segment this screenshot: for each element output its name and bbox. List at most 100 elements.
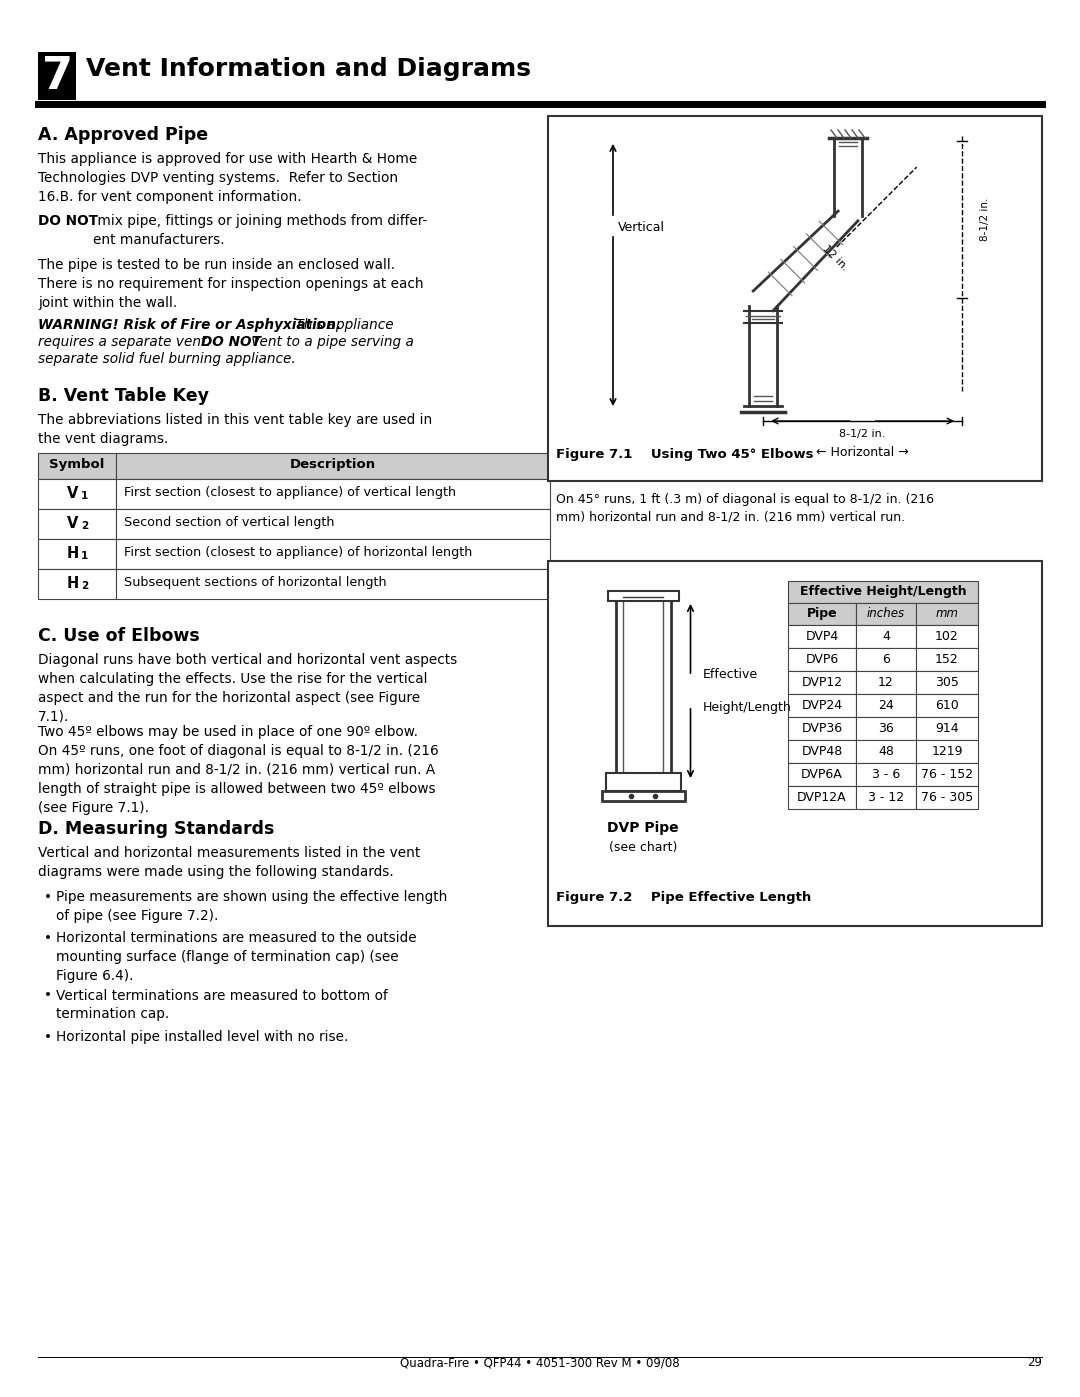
Bar [856, 740, 916, 763]
Text: 7: 7 [42, 54, 73, 98]
Text: On 45° runs, 1 ft (.3 m) of diagonal is equal to 8-1/2 in. (216
mm) horizontal r: On 45° runs, 1 ft (.3 m) of diagonal is … [556, 493, 934, 522]
Bar [38, 509, 116, 539]
Bar [788, 694, 856, 717]
Text: Horizontal pipe installed level with no rise.: Horizontal pipe installed level with no … [56, 1030, 349, 1044]
Text: 76 - 305: 76 - 305 [921, 791, 973, 805]
Bar [856, 604, 916, 624]
Text: DVP36: DVP36 [801, 722, 842, 735]
Text: 2: 2 [81, 581, 89, 591]
Text: The pipe is tested to be run inside an enclosed wall.
There is no requirement fo: The pipe is tested to be run inside an e… [38, 258, 423, 310]
Bar [602, 791, 685, 800]
Text: Figure 7.1    Using Two 45° Elbows: Figure 7.1 Using Two 45° Elbows [556, 448, 813, 461]
Bar [38, 539, 116, 569]
Text: 305: 305 [935, 676, 959, 689]
Text: Vent Information and Diagrams: Vent Information and Diagrams [86, 57, 531, 81]
Bar [788, 717, 856, 740]
Text: 6: 6 [882, 652, 890, 666]
Bar [607, 591, 678, 601]
Bar [606, 773, 680, 791]
Bar [788, 648, 856, 671]
Text: DVP24: DVP24 [801, 698, 842, 712]
Bar [116, 569, 550, 599]
Bar [116, 509, 550, 539]
Text: •: • [44, 930, 52, 944]
Bar [916, 648, 978, 671]
Text: DO NOT: DO NOT [201, 335, 261, 349]
Bar [788, 763, 856, 787]
Text: Effective: Effective [702, 668, 758, 680]
Text: Height/Length: Height/Length [702, 701, 792, 714]
Bar [788, 624, 856, 648]
Bar [616, 591, 671, 791]
Text: B. Vent Table Key: B. Vent Table Key [38, 387, 210, 405]
Text: DVP Pipe: DVP Pipe [607, 821, 679, 835]
Text: 24: 24 [878, 698, 894, 712]
Text: Horizontal terminations are measured to the outside
mounting surface (flange of : Horizontal terminations are measured to … [56, 930, 417, 983]
Text: 12 in.: 12 in. [821, 243, 850, 272]
Text: DVP6: DVP6 [806, 652, 839, 666]
Bar [788, 604, 856, 624]
Text: 3 - 12: 3 - 12 [868, 791, 904, 805]
Bar [788, 581, 978, 604]
Bar [116, 453, 550, 479]
Bar [623, 599, 663, 782]
Text: Description: Description [289, 458, 376, 471]
Bar [916, 694, 978, 717]
Bar [38, 569, 116, 599]
Text: DO NOT: DO NOT [38, 214, 98, 228]
Text: Pipe: Pipe [807, 608, 837, 620]
Bar [116, 539, 550, 569]
Bar [548, 116, 1042, 481]
Text: 3 - 6: 3 - 6 [872, 768, 900, 781]
Text: separate solid fuel burning appliance.: separate solid fuel burning appliance. [38, 352, 296, 366]
Text: DVP4: DVP4 [806, 630, 839, 643]
Text: DVP6A: DVP6A [801, 768, 842, 781]
Text: Pipe measurements are shown using the effective length
of pipe (see Figure 7.2).: Pipe measurements are shown using the ef… [56, 890, 447, 923]
Text: ← Horizontal →: ← Horizontal → [816, 446, 909, 460]
Text: Diagonal runs have both vertical and horizontal vent aspects
when calculating th: Diagonal runs have both vertical and hor… [38, 652, 457, 724]
Bar [856, 787, 916, 809]
Bar [856, 671, 916, 694]
Text: The abbreviations listed in this vent table key are used in
the vent diagrams.: The abbreviations listed in this vent ta… [38, 414, 432, 446]
Bar [916, 787, 978, 809]
Bar [856, 763, 916, 787]
Text: Vertical: Vertical [618, 221, 665, 235]
Text: Symbol: Symbol [50, 458, 105, 471]
Text: Vertical terminations are measured to bottom of
termination cap.: Vertical terminations are measured to bo… [56, 989, 388, 1021]
Text: DVP12A: DVP12A [797, 791, 847, 805]
Text: Subsequent sections of horizontal length: Subsequent sections of horizontal length [124, 576, 387, 590]
Text: WARNING! Risk of Fire or Asphyxiation.: WARNING! Risk of Fire or Asphyxiation. [38, 319, 341, 332]
Text: 914: 914 [935, 722, 959, 735]
Text: Vertical and horizontal measurements listed in the vent
diagrams were made using: Vertical and horizontal measurements lis… [38, 847, 420, 879]
Text: 1219: 1219 [931, 745, 962, 759]
Text: H: H [67, 576, 79, 591]
Bar [916, 624, 978, 648]
Text: This appliance: This appliance [291, 319, 393, 332]
Text: A. Approved Pipe: A. Approved Pipe [38, 126, 208, 144]
Bar [916, 740, 978, 763]
Text: First section (closest to appliance) of vertical length: First section (closest to appliance) of … [124, 486, 456, 499]
Text: V: V [67, 486, 79, 502]
Text: 610: 610 [935, 698, 959, 712]
Bar [916, 671, 978, 694]
Text: 4: 4 [882, 630, 890, 643]
Text: D. Measuring Standards: D. Measuring Standards [38, 820, 274, 838]
Text: (see chart): (see chart) [609, 841, 677, 854]
Text: 36: 36 [878, 722, 894, 735]
Text: First section (closest to appliance) of horizontal length: First section (closest to appliance) of … [124, 546, 472, 559]
Bar [38, 453, 116, 479]
Bar [38, 479, 116, 509]
Text: Second section of vertical length: Second section of vertical length [124, 515, 335, 529]
Text: vent to a pipe serving a: vent to a pipe serving a [247, 335, 414, 349]
Text: DVP48: DVP48 [801, 745, 842, 759]
Bar [856, 694, 916, 717]
Text: Two 45º elbows may be used in place of one 90º elbow.
On 45º runs, one foot of d: Two 45º elbows may be used in place of o… [38, 725, 438, 814]
Text: Effective Height/Length: Effective Height/Length [799, 585, 967, 598]
Text: This appliance is approved for use with Hearth & Home
Technologies DVP venting s: This appliance is approved for use with … [38, 152, 417, 204]
Bar [788, 787, 856, 809]
Text: 102: 102 [935, 630, 959, 643]
Text: 8-1/2 in.: 8-1/2 in. [980, 198, 990, 242]
Text: Figure 7.2    Pipe Effective Length: Figure 7.2 Pipe Effective Length [556, 891, 811, 904]
Bar [548, 562, 1042, 926]
Bar [788, 671, 856, 694]
